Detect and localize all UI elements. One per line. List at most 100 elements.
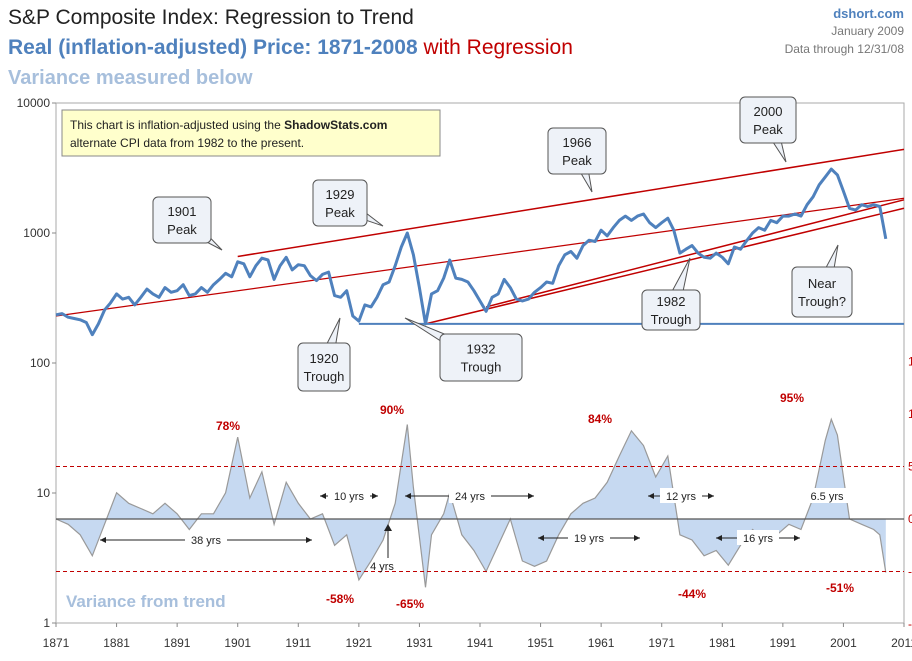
x-tick-label: 2001 <box>830 636 857 650</box>
callout-label: Peak <box>562 153 592 168</box>
span-arrowhead <box>100 537 106 543</box>
peak-percent-label: 95% <box>780 391 804 405</box>
regression-upper-line <box>237 148 905 258</box>
x-tick-label: 1991 <box>770 636 797 650</box>
x-tick-label: 1961 <box>588 636 615 650</box>
x-tick-label: 1881 <box>103 636 130 650</box>
span-arrowhead <box>372 493 378 499</box>
span-label: 6.5 yrs <box>810 491 844 503</box>
y2-tick-label: 0% <box>908 512 912 526</box>
y-tick-label: 10 <box>37 486 51 500</box>
peak-percent-label: 78% <box>216 419 240 433</box>
x-tick-label: 1981 <box>709 636 736 650</box>
span-label-bg <box>737 530 779 545</box>
callout-label: 1901 <box>168 204 197 219</box>
span-label: 38 yrs <box>191 535 221 547</box>
callout-label: 2000 <box>754 104 783 119</box>
span-label: 4 yrs <box>370 561 394 573</box>
peak-percent-label: 90% <box>380 403 404 417</box>
span-arrowhead <box>648 493 654 499</box>
callout-box <box>297 342 351 392</box>
callout-label: Trough <box>461 360 502 375</box>
callout-label: 1920 <box>310 351 339 366</box>
y-tick-label: 1000 <box>23 226 50 240</box>
x-tick-label: 1971 <box>648 636 675 650</box>
chart-title: S&P Composite Index: Regression to Trend <box>8 6 414 29</box>
y2-tick-label: -50% <box>908 565 912 579</box>
callout-label: 1932 <box>467 342 496 357</box>
x-tick-label: 1891 <box>164 636 191 650</box>
y-tick-label: 1 <box>43 616 50 630</box>
trough-percent-label: -44% <box>678 587 706 601</box>
x-tick-label: 1901 <box>224 636 251 650</box>
x-tick-label: 1941 <box>467 636 494 650</box>
regression-lower-line-2 <box>485 199 905 308</box>
callout-box <box>641 289 701 331</box>
variance-label: Variance from trend <box>66 592 226 611</box>
span-arrowhead <box>306 537 312 543</box>
span-label: 10 yrs <box>334 491 364 503</box>
y2-tick-label: -100% <box>908 617 912 631</box>
regression-trend-line <box>55 197 905 317</box>
callout-box <box>739 96 797 144</box>
note-box <box>61 109 441 157</box>
callout-label: Trough? <box>798 294 846 309</box>
data-through-label: Data through 12/31/08 <box>784 42 904 56</box>
span-label-bg <box>568 530 610 545</box>
span-arrowhead <box>794 535 800 541</box>
y2-tick-label: 50% <box>908 460 912 474</box>
variance-line <box>55 417 887 588</box>
x-tick-label: 1871 <box>43 636 70 650</box>
date-label: January 2009 <box>831 24 904 38</box>
span-label-bg <box>185 532 227 547</box>
note-line-1: This chart is inflation-adjusted using t… <box>70 118 387 132</box>
trough-percent-label: -51% <box>826 581 854 595</box>
peak-percent-label: 84% <box>588 412 612 426</box>
chart-subtitle-variance: Variance measured below <box>8 67 253 89</box>
callout-label: Trough <box>651 312 692 327</box>
trough-percent-label: -65% <box>396 597 424 611</box>
y-tick-label: 100 <box>30 356 50 370</box>
callout-box <box>791 266 853 318</box>
callout-label: Peak <box>753 122 783 137</box>
subtitle-main: Real (inflation-adjusted) Price: 1871-20… <box>8 36 418 59</box>
callout-label: Peak <box>167 222 197 237</box>
y-tick-label: 10000 <box>17 96 51 110</box>
span-label: 12 yrs <box>666 491 696 503</box>
callout-box <box>547 127 607 175</box>
span-arrowhead <box>708 493 714 499</box>
x-tick-label: 1911 <box>285 636 311 650</box>
span-arrowhead <box>405 493 411 499</box>
callout-label: Trough <box>304 369 345 384</box>
trough-percent-label: -58% <box>326 592 354 606</box>
span-label: 19 yrs <box>574 533 604 545</box>
chart-subtitle: Real (inflation-adjusted) Price: 1871-20… <box>8 36 573 60</box>
callout-label: Peak <box>325 205 355 220</box>
span-label-bg <box>803 488 851 503</box>
callout-label: 1982 <box>657 294 686 309</box>
x-tick-label: 1921 <box>346 636 373 650</box>
callout-box <box>312 179 368 227</box>
note-text: This chart is inflation-adjusted using t… <box>70 118 284 132</box>
span-label-bg <box>328 488 370 503</box>
source-label: dshort.com <box>833 6 904 21</box>
span-label: 24 yrs <box>455 491 485 503</box>
note-bold-text: ShadowStats.com <box>284 118 387 132</box>
span-label-bg <box>660 488 702 503</box>
span-arrowhead <box>320 493 326 499</box>
y2-tick-label: 100% <box>908 407 912 421</box>
y2-tick-label: 150% <box>908 355 912 369</box>
x-tick-label: 1931 <box>406 636 433 650</box>
span-arrowhead <box>384 524 392 531</box>
regression-lower-line-1 <box>425 207 905 325</box>
span-label: 16 yrs <box>743 533 773 545</box>
span-arrowhead <box>538 535 544 541</box>
span-arrowhead <box>716 535 722 541</box>
span-label-bg <box>449 488 491 503</box>
note-line-2: alternate CPI data from 1982 to the pres… <box>70 136 304 150</box>
span-arrowhead <box>528 493 534 499</box>
callout-box <box>152 196 212 244</box>
callout-label: 1966 <box>563 135 592 150</box>
